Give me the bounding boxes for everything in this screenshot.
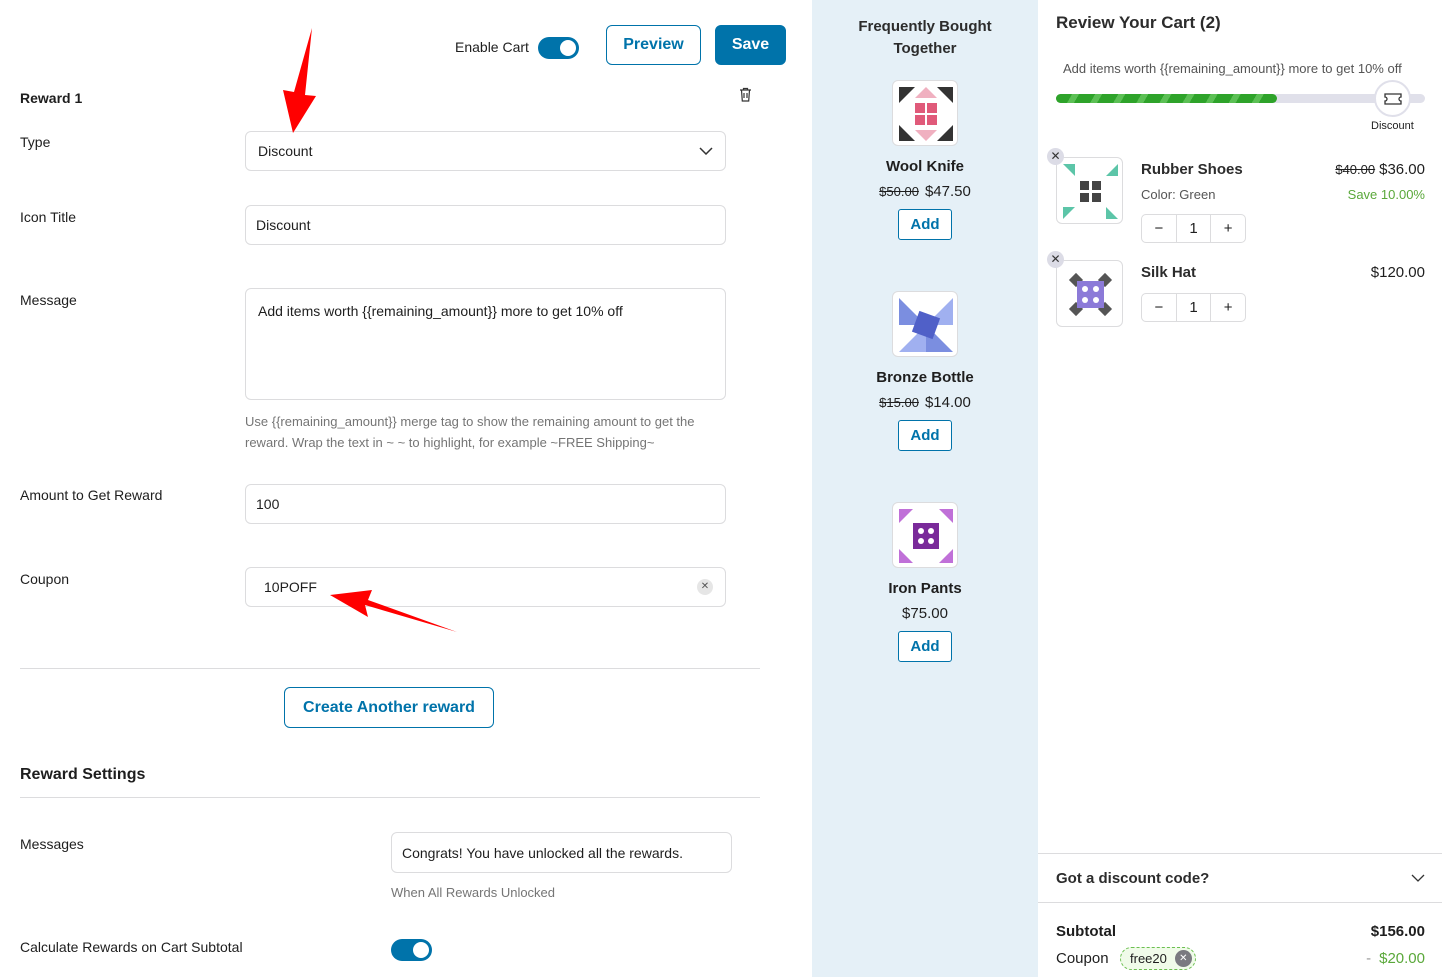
- product-name: Wool Knife: [885, 158, 965, 175]
- product-thumbnail: [892, 80, 958, 146]
- price: $75.00: [902, 605, 948, 622]
- amount-label: Amount to Get Reward: [20, 487, 163, 503]
- coupon-label: Coupon: [20, 571, 70, 587]
- discount-code-label: Got a discount code?: [1056, 869, 1210, 887]
- amount-input[interactable]: 100: [245, 484, 726, 524]
- fbt-product: Iron Pants $75.00 Add: [812, 502, 1038, 662]
- cart-item-name: Silk Hat: [1141, 264, 1197, 281]
- cart-item-variant: Color: Green: [1141, 187, 1216, 202]
- messages-help: When All Rewards Unlocked: [391, 885, 556, 900]
- add-button[interactable]: Add: [898, 420, 952, 451]
- minus-icon[interactable]: −: [1154, 220, 1164, 237]
- product-name: Bronze Bottle: [876, 369, 974, 386]
- quantity-stepper[interactable]: −1 +: [1141, 214, 1246, 243]
- old-price: $15.00: [879, 395, 919, 410]
- message-textarea[interactable]: Add items worth {{remaining_amount}} mor…: [245, 288, 726, 400]
- coupon-label: Coupon: [1056, 950, 1109, 967]
- minus-icon[interactable]: −: [1154, 299, 1164, 316]
- chevron-down-icon: [1411, 874, 1425, 882]
- remove-item-icon[interactable]: ✕: [1047, 251, 1064, 268]
- price: $47.50: [924, 183, 971, 200]
- coupon-select[interactable]: 10POFF ✕: [245, 567, 726, 607]
- type-label: Type: [20, 134, 51, 150]
- fbt-product: Wool Knife $50.00 $47.50 Add: [812, 80, 1038, 240]
- clear-icon[interactable]: ✕: [697, 579, 713, 595]
- remove-item-icon[interactable]: ✕: [1047, 148, 1064, 165]
- fbt-product: Bronze Bottle $15.00 $14.00 Add: [812, 291, 1038, 451]
- messages-label: Messages: [20, 836, 84, 852]
- quantity-stepper[interactable]: −1 +: [1141, 293, 1246, 322]
- subtotal-calc-label: Calculate Rewards on Cart Subtotal: [20, 939, 243, 955]
- fbt-title: Frequently Bought Together: [858, 18, 992, 57]
- ticket-icon: [1374, 80, 1411, 117]
- plus-icon[interactable]: +: [1223, 220, 1233, 237]
- enable-cart-label: Enable Cart: [455, 39, 529, 55]
- discount-code-toggle[interactable]: Got a discount code?: [1038, 854, 1442, 902]
- milestone-label: Discount: [1371, 120, 1414, 132]
- subtotal-value: $156.00: [1370, 923, 1425, 940]
- coupon-value: 10POFF: [264, 579, 317, 595]
- subtotal-calc-toggle[interactable]: [391, 939, 432, 961]
- coupon-chip: free20 ✕: [1120, 947, 1196, 970]
- arrow-icon: [283, 28, 316, 133]
- minus-sign: -: [1366, 950, 1372, 967]
- old-price: $50.00: [879, 184, 919, 199]
- remove-coupon-icon[interactable]: ✕: [1174, 950, 1192, 967]
- progress-message: Add items worth {{remaining_amount}} mor…: [1063, 61, 1402, 76]
- message-help: Use {{remaining_amount}} merge tag to sh…: [245, 414, 695, 450]
- icon-title-input[interactable]: Discount: [245, 205, 726, 245]
- save-badge: Save 10.00%: [1347, 187, 1425, 202]
- icon-title-label: Icon Title: [20, 209, 77, 225]
- divider: [1038, 853, 1442, 854]
- add-button[interactable]: Add: [898, 631, 952, 662]
- reward-settings-title: Reward Settings: [20, 766, 146, 783]
- cart-item-thumbnail: [1056, 157, 1123, 224]
- create-another-reward-button[interactable]: Create Another reward: [284, 687, 494, 728]
- progress-fill: [1056, 94, 1278, 103]
- divider: [1038, 902, 1442, 903]
- cart-item-thumbnail: [1056, 260, 1123, 327]
- chevron-down-icon: [699, 147, 713, 155]
- product-thumbnail: [892, 291, 958, 357]
- divider: [20, 797, 760, 798]
- message-label: Message: [20, 292, 77, 308]
- coupon-code: free20: [1130, 951, 1167, 966]
- save-button[interactable]: Save: [715, 25, 786, 65]
- type-select[interactable]: Discount: [245, 131, 726, 171]
- subtotal-label: Subtotal: [1056, 923, 1116, 940]
- enable-cart-toggle[interactable]: [538, 37, 579, 59]
- divider: [20, 668, 760, 669]
- add-button[interactable]: Add: [898, 209, 952, 240]
- messages-input[interactable]: Congrats! You have unlocked all the rewa…: [391, 832, 732, 873]
- price: $36.00: [1379, 161, 1425, 178]
- price: $120.00: [1370, 264, 1425, 281]
- trash-icon[interactable]: [739, 87, 752, 102]
- price: $14.00: [924, 394, 971, 411]
- type-value: Discount: [258, 143, 313, 159]
- plus-icon[interactable]: +: [1223, 299, 1233, 316]
- product-name: Iron Pants: [888, 580, 962, 597]
- quantity-value[interactable]: 1: [1175, 215, 1212, 242]
- preview-button[interactable]: Preview: [606, 25, 701, 65]
- product-thumbnail: [892, 502, 958, 568]
- old-price: $40.00: [1335, 162, 1376, 177]
- coupon-discount-value: $20.00: [1379, 950, 1425, 967]
- cart-item-name: Rubber Shoes: [1141, 161, 1243, 178]
- reward-title: Reward 1: [20, 90, 83, 106]
- progress-bar: [1056, 94, 1425, 103]
- frequently-bought-panel: Frequently Bought Together Wool Knife $5…: [812, 0, 1038, 977]
- cart-title: Review Your Cart (2): [1056, 13, 1221, 32]
- quantity-value[interactable]: 1: [1175, 294, 1212, 321]
